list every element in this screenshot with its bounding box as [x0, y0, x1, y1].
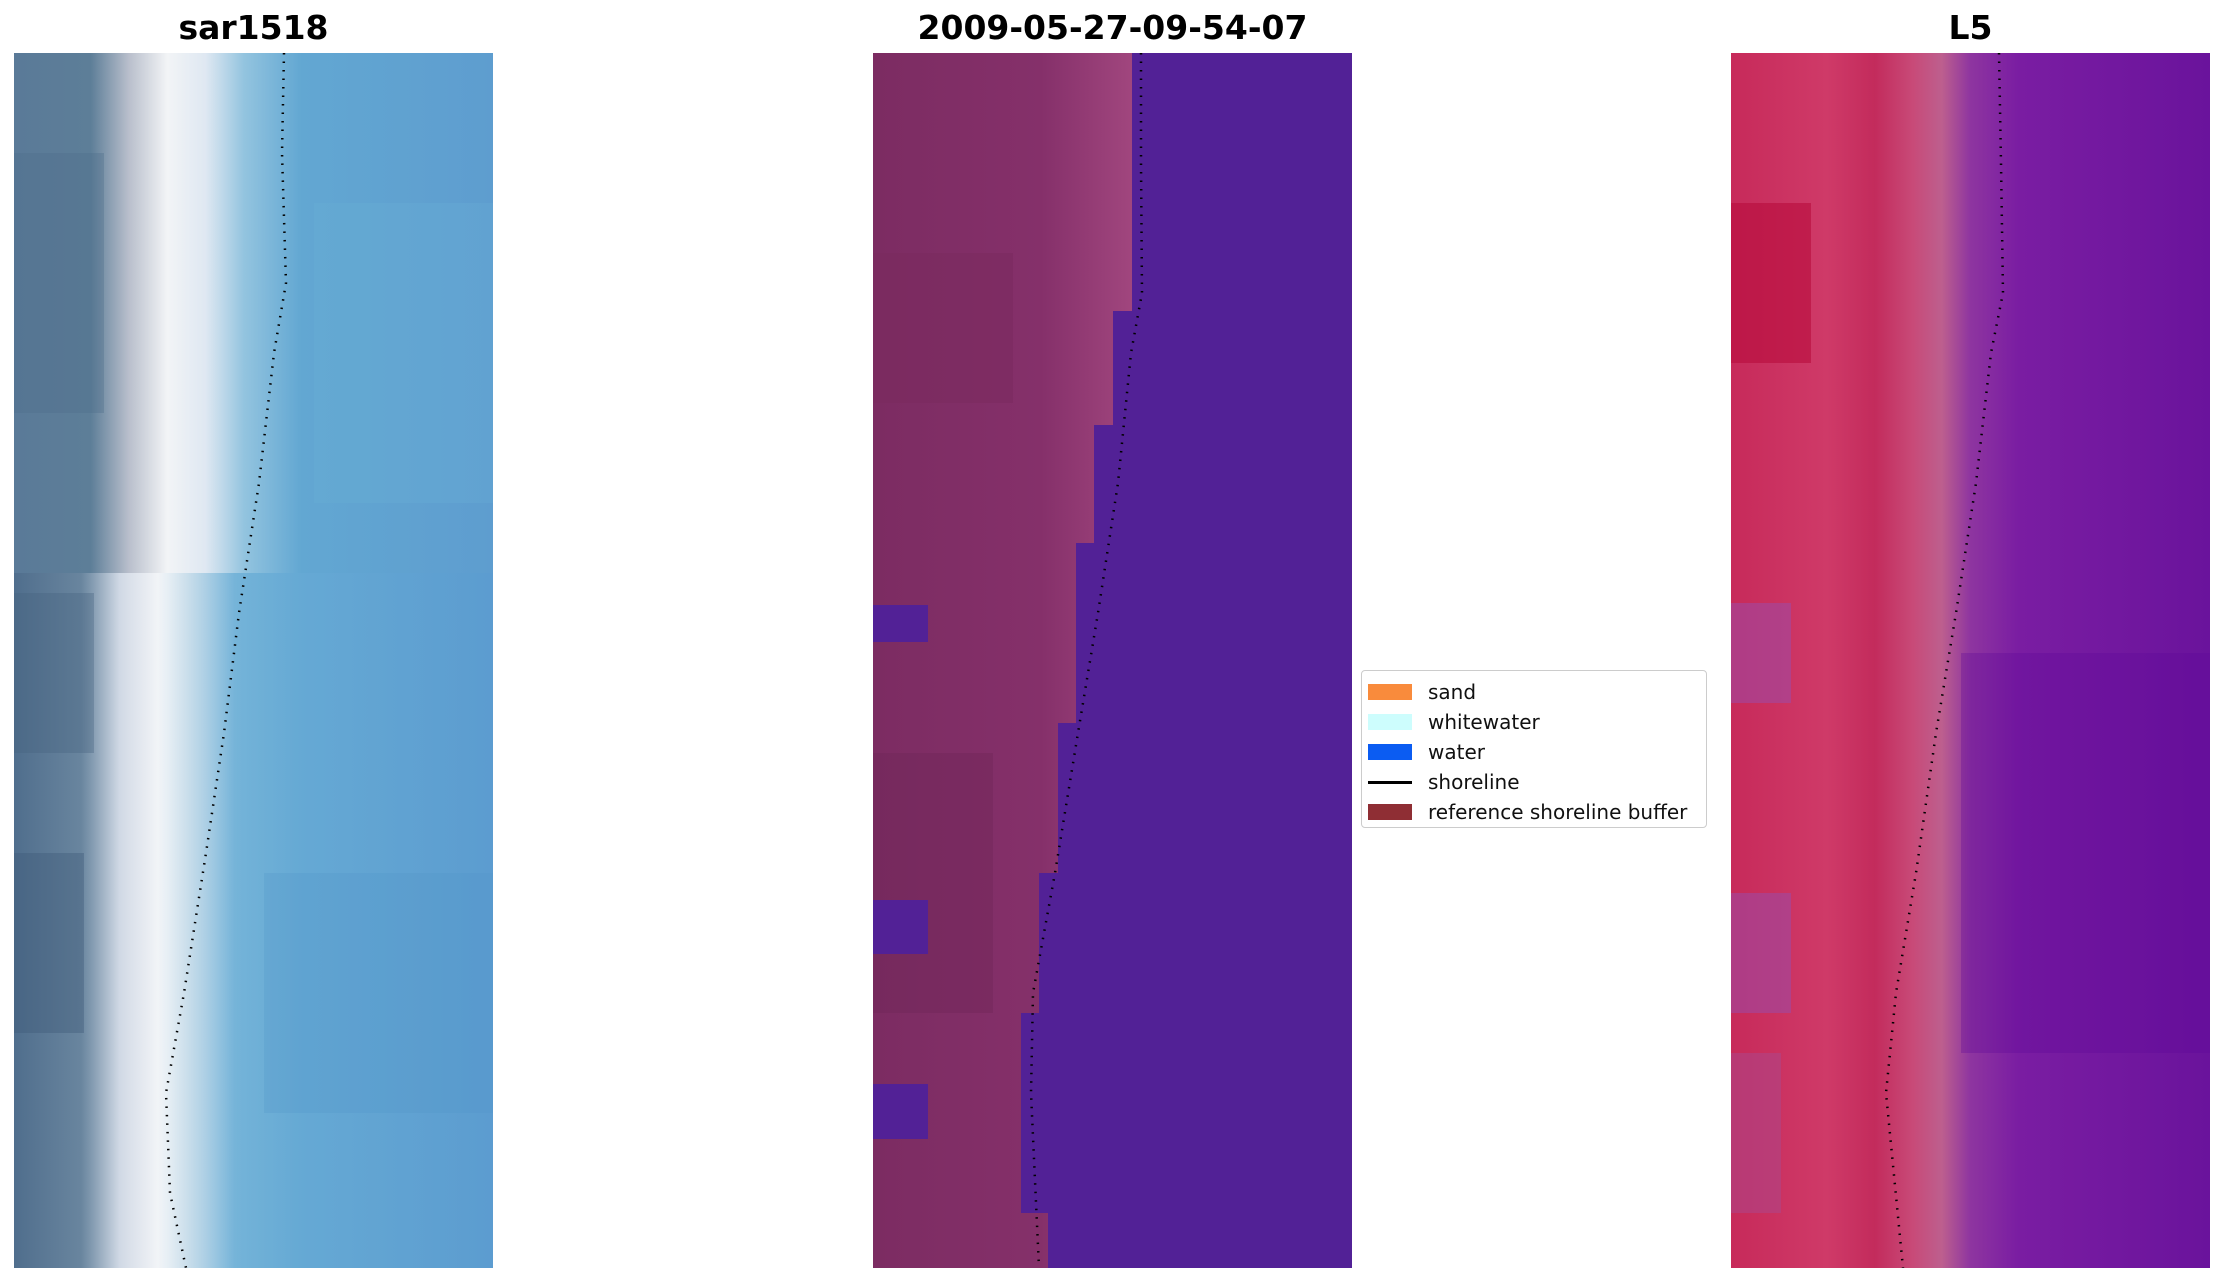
rgb-image-panel — [14, 53, 493, 1268]
legend-label: reference shoreline buffer — [1428, 800, 1688, 824]
panel-title-rgb: sar1518 — [178, 8, 329, 47]
legend-item-sand: sand — [1362, 677, 1706, 707]
shoreline-l5 — [1884, 53, 2005, 1268]
legend-swatch-sand — [1368, 684, 1412, 700]
legend-item-reference-buffer: reference shoreline buffer — [1362, 797, 1706, 827]
legend-label: sand — [1428, 680, 1477, 704]
legend-swatch-whitewater — [1368, 714, 1412, 730]
legend-label: whitewater — [1428, 710, 1540, 734]
panel-title-l5: L5 — [1948, 8, 1993, 47]
legend-label: water — [1428, 740, 1485, 764]
classified-image-panel — [873, 53, 1352, 1268]
panel-title-classification: 2009-05-27-09-54-07 — [917, 8, 1308, 47]
legend-label: shoreline — [1428, 770, 1520, 794]
index-image-panel — [1731, 53, 2210, 1268]
legend: sand whitewater water shoreline referenc… — [1361, 670, 1707, 828]
legend-item-shoreline: shoreline — [1362, 767, 1706, 797]
shoreline-classification — [1029, 53, 1144, 1268]
water-class-region — [1021, 53, 1352, 1268]
legend-item-water: water — [1362, 737, 1706, 767]
legend-swatch-reference-buffer — [1368, 804, 1412, 820]
legend-item-whitewater: whitewater — [1362, 707, 1706, 737]
legend-line-shoreline — [1368, 780, 1412, 784]
legend-swatch-water — [1368, 744, 1412, 760]
